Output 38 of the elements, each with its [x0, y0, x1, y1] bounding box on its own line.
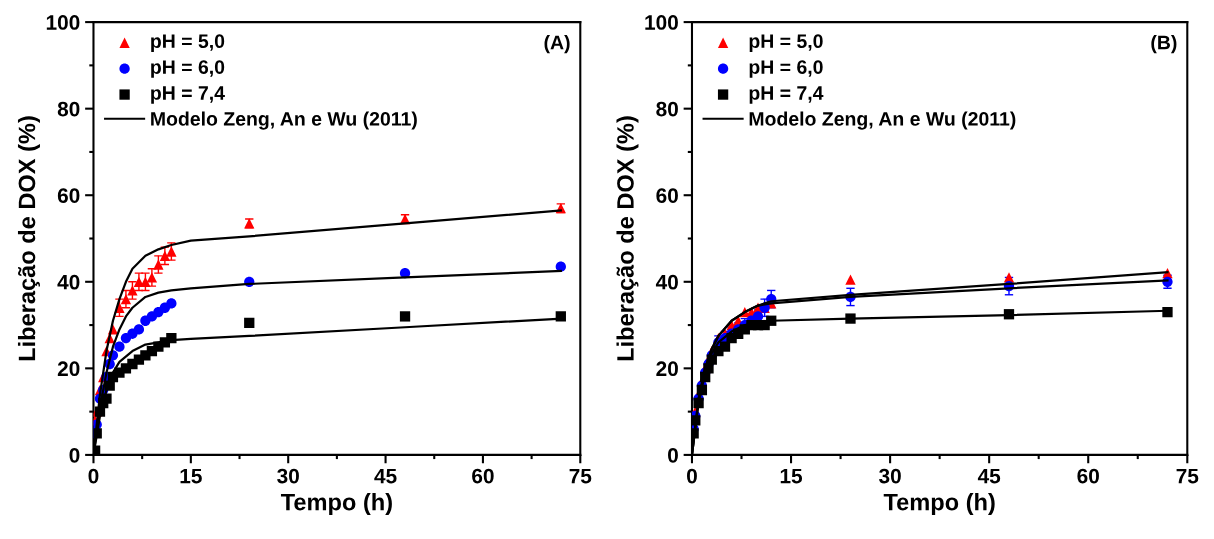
- legend-label: Modelo Zeng, An e Wu (2011): [749, 111, 1016, 130]
- y-tick-label: 40: [655, 274, 678, 290]
- annotation: (A): [544, 35, 570, 54]
- legend-label: pH = 6,0: [749, 60, 823, 78]
- x-tick-label: 30: [879, 468, 901, 484]
- x-tick-label: 15: [180, 468, 202, 484]
- legend-label: pH = 6,0: [151, 60, 225, 78]
- x-tick-label: 45: [977, 468, 1001, 484]
- y-tick-label: 60: [57, 188, 80, 203]
- y-axis-title: Liberação de DOX (%): [17, 116, 40, 361]
- legend-label: Modelo Zeng, An e Wu (2011): [151, 111, 417, 130]
- legend-label: pH = 5,0: [749, 34, 823, 52]
- y-tick-label: 60: [656, 188, 678, 203]
- legend-label: pH = 7,4: [749, 86, 824, 104]
- annotation: (B): [1151, 35, 1177, 54]
- x-tick-label: 15: [780, 468, 803, 484]
- y-tick-label: 40: [57, 274, 80, 290]
- x-tick-label: 75: [569, 468, 592, 484]
- x-axis-title: Tempo (h): [280, 493, 392, 516]
- y-tick-label: 80: [57, 101, 80, 117]
- x-tick-label: 30: [277, 468, 299, 484]
- legend-label: pH = 5,0: [151, 34, 225, 52]
- y-tick-label: 100: [46, 15, 80, 30]
- x-tick-label: 75: [1176, 468, 1199, 484]
- y-tick-label: 0: [668, 447, 678, 463]
- x-tick-label: 0: [687, 468, 697, 484]
- x-axis-title: Tempo (h): [883, 493, 995, 516]
- legend-label: pH = 7,4: [151, 86, 225, 104]
- y-tick-label: 20: [656, 361, 678, 377]
- y-tick-label: 100: [645, 15, 678, 30]
- y-axis-title: Liberação de DOX (%): [616, 116, 639, 361]
- x-tick-label: 45: [374, 468, 397, 484]
- y-tick-label: 20: [57, 361, 80, 377]
- x-tick-label: 60: [1077, 468, 1099, 484]
- y-tick-label: 0: [69, 447, 80, 463]
- x-tick-label: 0: [88, 468, 99, 484]
- y-tick-label: 80: [656, 101, 678, 117]
- x-tick-label: 60: [472, 468, 494, 484]
